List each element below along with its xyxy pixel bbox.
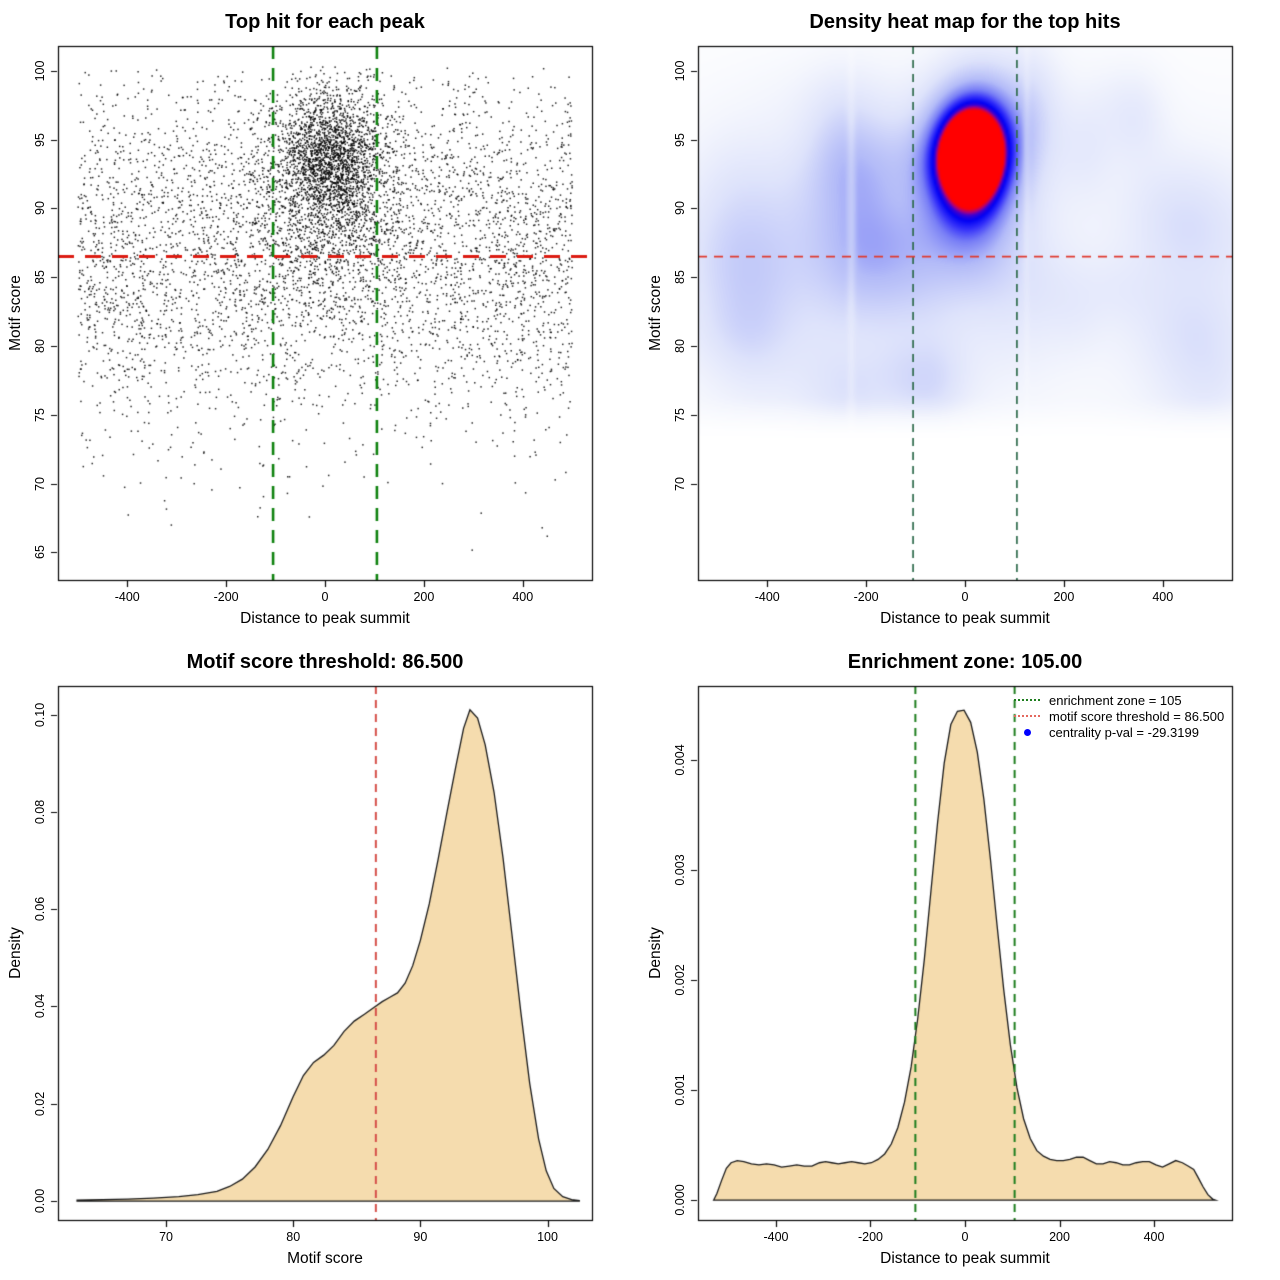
heatmap-panel-title: Density heat map for the top hits bbox=[809, 11, 1121, 33]
y-tick-label: 0.001 bbox=[673, 1074, 687, 1106]
legend-item-enrichment-zone: enrichment zone = 105 bbox=[1014, 692, 1224, 708]
y-tick-label: 0.08 bbox=[33, 799, 47, 825]
y-tick-label: 0.002 bbox=[673, 964, 687, 996]
y-tick-label: 0.000 bbox=[673, 1184, 687, 1216]
legend-label: centrality p-val = -29.3199 bbox=[1049, 724, 1199, 740]
legend-label: enrichment zone = 105 bbox=[1049, 692, 1182, 708]
legend: enrichment zone = 105 motif score thresh… bbox=[1014, 692, 1224, 740]
y-tick-label: 90 bbox=[33, 201, 47, 216]
x-tick-label: 200 bbox=[1049, 1230, 1070, 1244]
x-tick-label: -200 bbox=[857, 1230, 883, 1244]
x-tick-label: 200 bbox=[413, 590, 435, 604]
distance-density-x-axis-label: Distance to peak summit bbox=[880, 1250, 1050, 1267]
legend-item-motif-score-threshold: motif score threshold = 86.500 bbox=[1014, 708, 1224, 724]
legend-label: motif score threshold = 86.500 bbox=[1049, 708, 1225, 724]
y-tick-label: 80 bbox=[673, 339, 687, 353]
y-tick-label: 65 bbox=[33, 545, 47, 560]
score-density-panel-title: Motif score threshold: 86.500 bbox=[186, 651, 464, 673]
heatmap-y-axis-label: Motif score bbox=[647, 275, 664, 351]
y-tick-label: 95 bbox=[673, 132, 687, 147]
x-tick-label: 0 bbox=[961, 1230, 969, 1244]
scatter-x-axis-label: Distance to peak summit bbox=[240, 610, 410, 627]
motif-threshold-line-swatch-icon bbox=[1014, 715, 1040, 717]
x-tick-label: 400 bbox=[1143, 1230, 1165, 1244]
x-tick-label: 100 bbox=[537, 1230, 558, 1244]
y-tick-label: 0.02 bbox=[33, 1091, 47, 1116]
x-tick-label: -200 bbox=[853, 590, 879, 604]
y-tick-label: 90 bbox=[673, 201, 687, 216]
enrichment-zone-line-swatch-icon bbox=[1014, 699, 1040, 701]
y-tick-label: 70 bbox=[33, 476, 47, 491]
y-tick-label: 100 bbox=[33, 60, 47, 82]
y-tick-label: 85 bbox=[33, 270, 47, 285]
y-tick-label: 70 bbox=[673, 476, 687, 491]
y-tick-label: 75 bbox=[33, 407, 47, 422]
y-tick-label: 0.06 bbox=[33, 897, 47, 922]
x-tick-label: 0 bbox=[961, 590, 969, 604]
x-tick-label: -400 bbox=[114, 590, 140, 604]
y-tick-label: 75 bbox=[673, 407, 687, 422]
scatter-panel-title: Top hit for each peak bbox=[225, 11, 425, 33]
score-density-y-axis-label: Density bbox=[7, 927, 24, 979]
y-tick-label: 0.003 bbox=[673, 854, 687, 886]
distance-density-panel-title: Enrichment zone: 105.00 bbox=[847, 651, 1083, 673]
x-tick-label: 400 bbox=[512, 590, 534, 604]
y-tick-label: 0.004 bbox=[673, 744, 687, 776]
x-tick-label: 70 bbox=[159, 1230, 174, 1244]
y-tick-label: 100 bbox=[673, 60, 687, 82]
x-tick-label: 0 bbox=[321, 590, 329, 604]
distance-density-y-axis-label: Density bbox=[647, 927, 664, 979]
x-tick-label: -200 bbox=[213, 590, 239, 604]
x-tick-label: 90 bbox=[413, 1230, 428, 1244]
x-tick-label: -400 bbox=[754, 590, 780, 604]
y-tick-label: 0.00 bbox=[33, 1188, 47, 1214]
score-density-x-axis-label: Motif score bbox=[287, 1250, 363, 1267]
x-tick-label: 400 bbox=[1152, 590, 1174, 604]
y-tick-label: 0.04 bbox=[33, 994, 47, 1019]
y-tick-label: 0.10 bbox=[33, 702, 47, 727]
y-tick-label: 80 bbox=[33, 339, 47, 353]
x-tick-label: 80 bbox=[286, 1230, 301, 1244]
legend-item-centrality-pval: centrality p-val = -29.3199 bbox=[1014, 724, 1224, 740]
heatmap-x-axis-label: Distance to peak summit bbox=[880, 610, 1050, 627]
scatter-y-axis-label: Motif score bbox=[7, 275, 24, 351]
y-tick-label: 95 bbox=[33, 132, 47, 147]
y-tick-label: 85 bbox=[673, 270, 687, 285]
x-tick-label: 200 bbox=[1053, 590, 1075, 604]
x-tick-label: -400 bbox=[763, 1230, 789, 1244]
